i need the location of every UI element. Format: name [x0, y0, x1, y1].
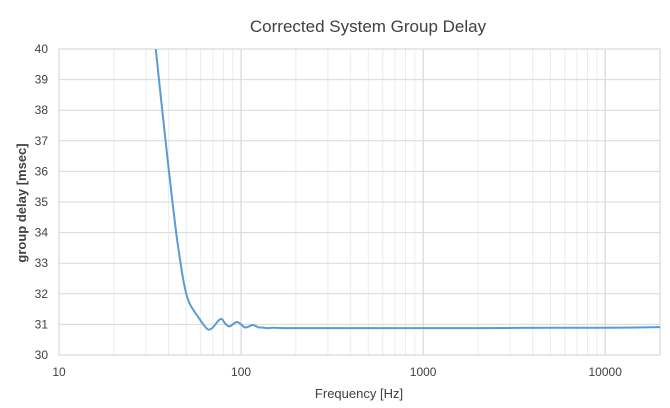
x-tick-label: 100: [231, 365, 251, 379]
y-tick-label: 38: [35, 103, 49, 117]
y-tick-label: 33: [35, 256, 49, 270]
x-tick-label: 10: [52, 365, 66, 379]
x-axis-title: Frequency [Hz]: [315, 386, 403, 401]
y-tick-label: 40: [35, 42, 49, 56]
chart-title: Corrected System Group Delay: [250, 17, 487, 36]
plot-area: [58, 48, 661, 356]
series-layer: [154, 49, 660, 331]
y-tick-labels: 30 31 32 33 34 35 36 37 38 39 40: [35, 42, 49, 362]
y-tick-label: 32: [35, 287, 49, 301]
y-tick-label: 30: [35, 348, 49, 362]
y-tick-label: 37: [35, 134, 49, 148]
y-axis-title: group delay [msec]: [14, 143, 29, 262]
y-tick-label: 39: [35, 73, 49, 87]
y-tick-label: 34: [35, 226, 49, 240]
x-tick-labels: 10 100 1000 10000: [52, 365, 622, 379]
group-delay-line: [154, 49, 660, 331]
y-tick-label: 36: [35, 164, 49, 178]
x-tick-label: 1000: [410, 365, 437, 379]
y-tick-label: 35: [35, 195, 49, 209]
y-tick-label: 31: [35, 317, 49, 331]
plot-border: [58, 48, 661, 356]
x-tick-label: 10000: [589, 365, 623, 379]
